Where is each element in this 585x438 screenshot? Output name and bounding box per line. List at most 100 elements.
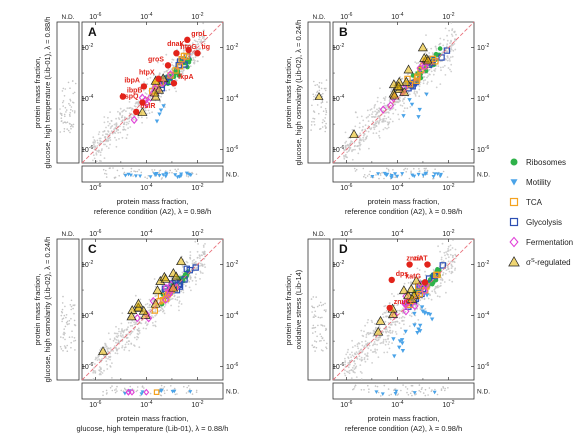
background-point: [418, 83, 421, 86]
y-tick-label-left: 10-2: [81, 260, 93, 269]
nd-point: [409, 392, 412, 395]
nd-point: [72, 101, 74, 104]
nd-point: [73, 111, 76, 114]
nd-point: [71, 110, 74, 112]
background-point: [348, 363, 351, 366]
background-point: [103, 369, 105, 372]
background-point: [365, 333, 368, 336]
background-point: [346, 156, 349, 159]
nd-point: [66, 320, 69, 323]
fermentation-point: [133, 313, 141, 323]
background-point: [429, 294, 431, 297]
background-point: [394, 331, 397, 333]
background-point: [121, 312, 124, 314]
nd-point: [62, 105, 64, 107]
background-point: [194, 276, 197, 278]
x-tick-label-top: 10-4: [140, 12, 152, 21]
background-point: [402, 307, 404, 310]
background-point: [122, 330, 125, 333]
nd-point: [161, 177, 163, 179]
nd-point: [111, 389, 114, 392]
background-point: [115, 125, 118, 127]
nd-motility-point: [393, 391, 398, 396]
point-label: fkpA: [178, 74, 194, 81]
background-point: [402, 319, 405, 322]
background-point: [202, 22, 205, 25]
nd-point: [326, 342, 328, 345]
background-point: [103, 116, 106, 118]
y-tick-label-left: 10-6: [332, 362, 344, 371]
nd-point: [446, 176, 449, 178]
background-point: [372, 115, 375, 118]
y-tick-label-left: 10-6: [81, 145, 93, 154]
nd-strip-bottom: [332, 165, 475, 183]
nd-motility-point: [188, 173, 193, 178]
nd-motility-point: [178, 174, 183, 179]
background-point: [108, 347, 110, 350]
background-point: [413, 273, 416, 276]
sigma_s-point: [375, 315, 386, 325]
background-point: [454, 267, 457, 270]
nd-point: [368, 391, 370, 393]
nd-point: [163, 392, 166, 395]
background-point: [383, 99, 386, 101]
y-tick-label-left: 10-4: [332, 94, 344, 103]
nd-point: [313, 95, 315, 98]
background-point: [144, 107, 146, 110]
background-point: [356, 358, 359, 360]
background-point: [397, 113, 400, 116]
nd-point: [321, 101, 324, 103]
background-point: [167, 301, 170, 304]
background-point: [96, 145, 99, 147]
background-point: [423, 297, 426, 300]
background-point: [368, 147, 370, 150]
nd-point: [418, 389, 421, 392]
background-point: [382, 120, 385, 123]
background-point: [99, 372, 101, 375]
nd-point: [325, 79, 328, 81]
nd-point: [62, 122, 64, 124]
background-point: [395, 100, 398, 103]
point-label: htpX: [139, 70, 155, 77]
background-point: [97, 356, 99, 359]
nd-point: [321, 324, 324, 327]
background-point: [363, 357, 366, 359]
nd-point: [65, 316, 67, 319]
y-tick-label-left: 10-4: [332, 311, 344, 320]
background-point: [359, 148, 361, 151]
background-point: [424, 79, 427, 81]
x-axis-label: protein mass fraction,: [117, 197, 189, 206]
background-point: [172, 64, 175, 67]
background-point: [137, 116, 140, 119]
background-point: [123, 346, 126, 349]
background-point: [123, 116, 126, 119]
background-point: [152, 316, 155, 319]
background-point: [441, 52, 444, 55]
background-point: [449, 68, 451, 71]
nd-point: [162, 387, 164, 390]
background-point: [165, 89, 168, 92]
background-point: [380, 342, 383, 344]
background-point: [94, 370, 97, 372]
background-point: [348, 372, 351, 375]
background-point: [190, 289, 192, 292]
nd-point: [314, 84, 317, 87]
background-point: [451, 35, 454, 37]
background-point: [351, 346, 354, 349]
nd-point: [187, 175, 190, 178]
nd-point: [316, 90, 319, 93]
background-point: [450, 48, 453, 51]
nd-point: [160, 394, 163, 397]
labeled-point: [421, 279, 429, 286]
background-point: [364, 360, 367, 363]
background-point: [137, 100, 140, 103]
background-point: [384, 328, 387, 331]
x-axis-label: protein mass fraction,: [368, 414, 440, 423]
nd-point: [64, 106, 67, 109]
x-tick-label-top: 10-6: [340, 229, 352, 238]
background-point: [385, 328, 388, 331]
background-point: [372, 126, 375, 129]
nd-point: [60, 314, 63, 317]
background-point: [419, 299, 422, 302]
